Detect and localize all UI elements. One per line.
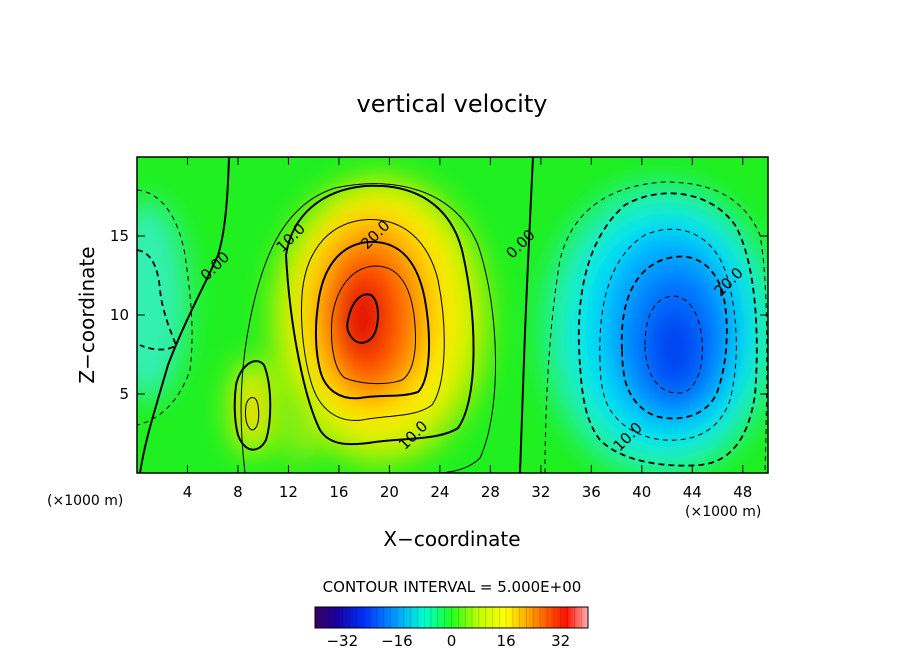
- contour-weak-up-inner: [245, 397, 260, 431]
- colorbar-tick-label-2: 0: [447, 632, 457, 650]
- x-tick-label-48: 48: [733, 483, 752, 501]
- colorbar-tick-label-0: −32: [326, 632, 358, 650]
- contour-weak-up: [233, 360, 272, 451]
- x-tick-label-44: 44: [683, 483, 702, 501]
- contour-10: [284, 184, 475, 446]
- contour-zero-right: [519, 157, 534, 473]
- chart-title: vertical velocity: [357, 90, 548, 118]
- x-tick-label-16: 16: [329, 483, 348, 501]
- colorbar-gradient: [315, 607, 588, 628]
- contour-25: [331, 265, 416, 385]
- contour-left-neg: [137, 249, 178, 351]
- left-downdraft: [137, 200, 188, 400]
- x-tick-label-32: 32: [531, 483, 550, 501]
- contour-35: [346, 293, 380, 344]
- contour-neg-25: [644, 295, 703, 394]
- contour-neg-15: [599, 228, 737, 441]
- x-unit-label: (×1000 m): [685, 504, 761, 520]
- downdraft-core: [651, 306, 699, 390]
- x-tick-label-8: 8: [233, 483, 243, 501]
- colorbar: −32 −16 0 16 32: [314, 606, 589, 650]
- contour-left-neg-outer: [137, 189, 193, 426]
- colorbar-tick-label-3: 16: [497, 632, 516, 650]
- y-axis-label: Z−coordinate: [75, 246, 99, 383]
- y-tick-label-5: 5: [119, 385, 129, 403]
- colorbar-frame: [314, 606, 589, 629]
- y-axis-ticks: 5 10 15: [110, 227, 768, 403]
- contour-5: [240, 183, 497, 473]
- contour-neg-10: [577, 192, 758, 467]
- low-updraft: [282, 395, 318, 465]
- colorbar-stripes: [321, 607, 582, 628]
- y-tick-label-10: 10: [110, 306, 129, 324]
- contour-neg-5: [544, 181, 768, 473]
- contour-interval-label: CONTOUR INTERVAL = 5.000E+00: [323, 578, 582, 596]
- x-tick-label-28: 28: [481, 483, 500, 501]
- colorbar-tick-label-4: 32: [551, 632, 570, 650]
- y-unit-label: (×1000 m): [47, 493, 123, 509]
- x-axis-label: X−coordinate: [383, 527, 520, 551]
- x-tick-label-36: 36: [582, 483, 601, 501]
- x-tick-label-40: 40: [632, 483, 651, 501]
- weak-updraft-core: [243, 388, 261, 432]
- contour-lines: [137, 157, 768, 473]
- contour-20: [314, 240, 431, 400]
- heatmap-field: [137, 175, 768, 473]
- x-tick-label-20: 20: [380, 483, 399, 501]
- contour-neg-20: [620, 255, 728, 420]
- x-axis-ticks: 4 8 12 16 20 24 28 32 36 40 44 48: [183, 157, 752, 501]
- x-tick-label-12: 12: [279, 483, 298, 501]
- y-tick-label-15: 15: [110, 227, 129, 245]
- colorbar-ticks: −32 −16 0 16 32: [326, 632, 570, 650]
- colorbar-tick-label-1: −16: [381, 632, 413, 650]
- x-tick-label-24: 24: [430, 483, 449, 501]
- contour-15: [301, 219, 445, 421]
- x-tick-label-4: 4: [183, 483, 193, 501]
- contour-zero-left: [139, 157, 230, 473]
